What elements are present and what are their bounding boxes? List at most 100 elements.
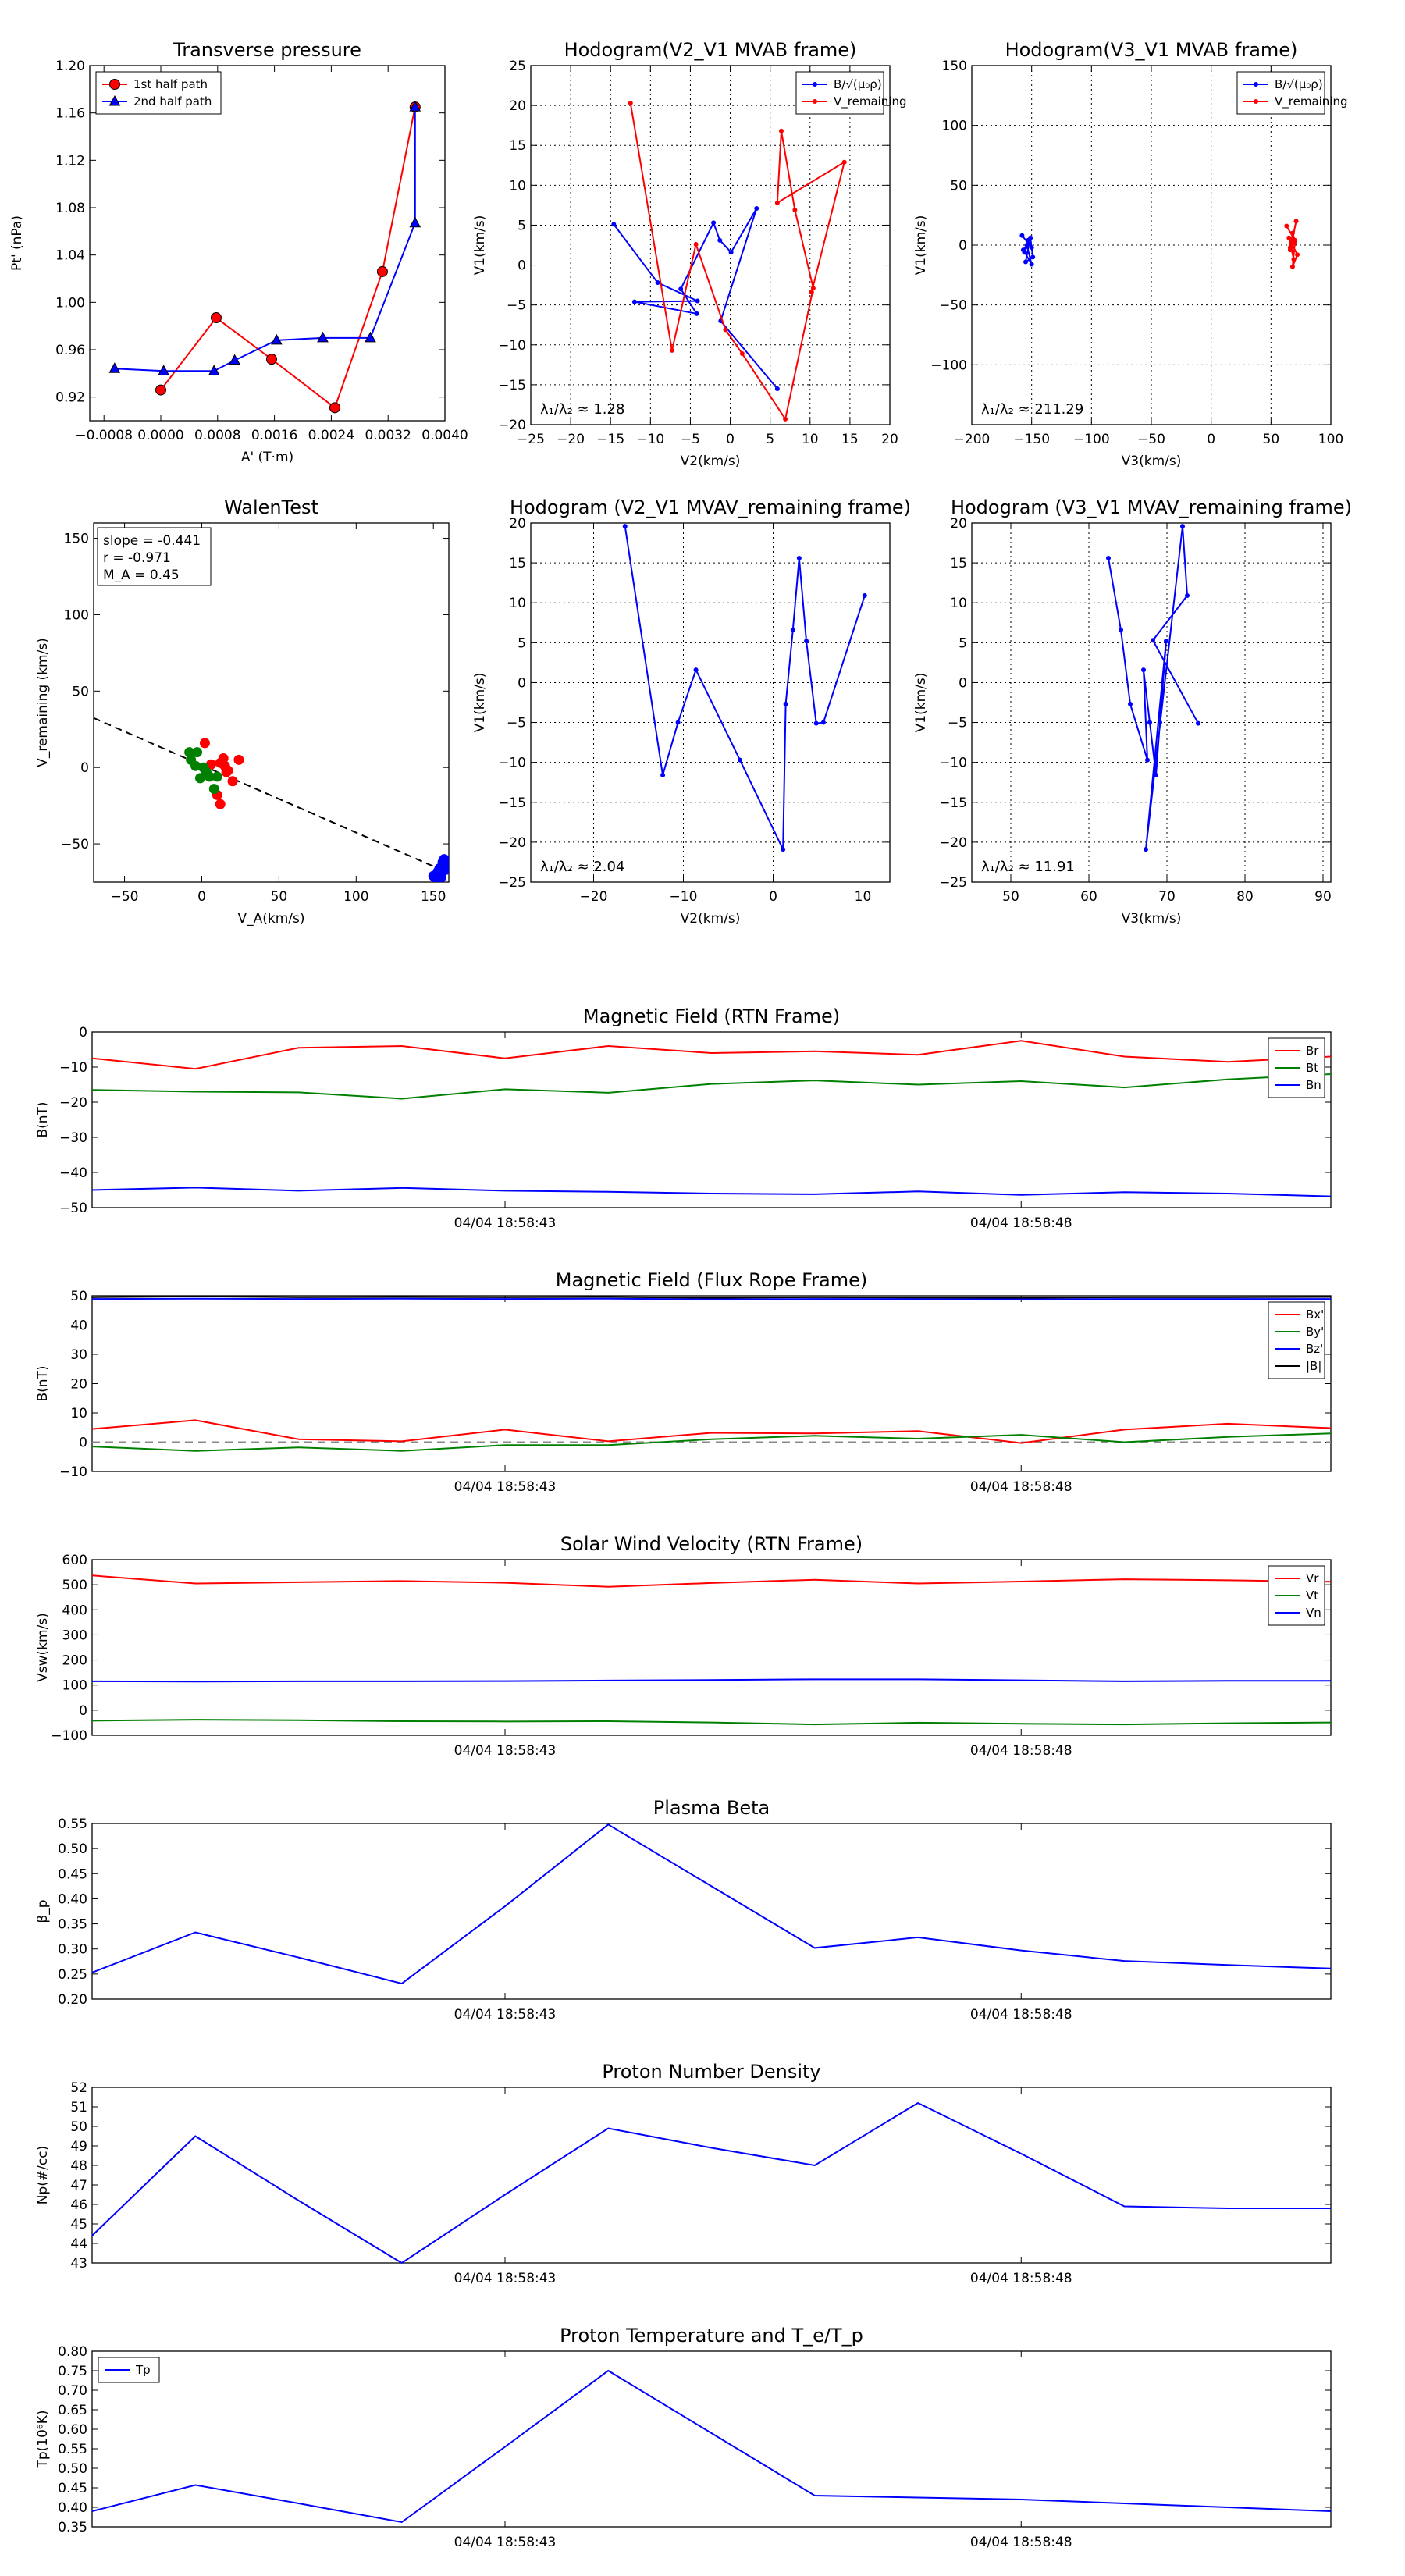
annotation-text: r = -0.971 (103, 550, 171, 566)
chart-title: Hodogram (V3_V1 MVAV_remaining frame) (951, 496, 1352, 518)
x-axis-label: V2(km/s) (681, 911, 741, 927)
x-tick-label: 15 (841, 432, 859, 447)
y-tick-label: 0 (959, 238, 967, 254)
y-tick-label: 0.65 (58, 2403, 87, 2418)
data-point (717, 237, 723, 243)
legend-box (795, 71, 884, 115)
x-tick-label: 5 (766, 432, 774, 447)
y-tick-label: 300 (62, 1628, 87, 1643)
chart-np: 43 44 45 46 47 48 49 50 51 52 04/04 18:58:43 04/04 … (35, 2061, 1332, 2286)
data-point (739, 351, 745, 357)
data-point (813, 720, 819, 726)
data-point (1026, 239, 1032, 244)
y-tick-label: 0.35 (58, 2520, 87, 2535)
legend-label: B/√(μ₀ρ) (1275, 77, 1323, 91)
data-point (723, 327, 728, 333)
data-point (655, 280, 660, 286)
data-point (622, 524, 628, 529)
y-tick-label: 0 (518, 675, 526, 691)
y-axis-label: Np(#/cc) (35, 2146, 51, 2204)
data-point (862, 593, 867, 599)
x-tick-label: −10 (636, 432, 664, 447)
data-point (611, 222, 617, 227)
data-point (208, 784, 219, 795)
y-tick-label: 52 (70, 2080, 87, 2096)
x-tick-label: 50 (1002, 889, 1019, 905)
legend-label: |B| (1306, 1359, 1321, 1373)
y-tick-label: −100 (51, 1728, 87, 1744)
chart-bfield: −50 −40 −30 −20 −10 0 04/04 18:58:43 04/04 18:5… (35, 1005, 1332, 1231)
y-axis-label: V1(km/s) (472, 673, 488, 733)
data-point (365, 331, 376, 343)
y-tick-label: −10 (498, 338, 526, 354)
data-point (270, 333, 283, 345)
plot-frame (530, 522, 891, 883)
x-tick-label: 04/04 18:58:43 (454, 2271, 557, 2286)
legend-box (95, 71, 222, 115)
data-point (1180, 524, 1185, 529)
data-point (728, 250, 734, 255)
data-point (1289, 230, 1295, 236)
y-tick-label: −25 (498, 875, 526, 891)
x-tick-label: −20 (557, 432, 585, 447)
y-tick-label: −5 (507, 716, 526, 731)
data-point (184, 747, 195, 758)
y-tick-label: −30 (59, 1130, 87, 1146)
plot-frame (91, 1295, 1332, 1472)
data-point (108, 94, 121, 106)
series-line-by (91, 1432, 1332, 1452)
data-point (774, 200, 780, 205)
data-point (754, 205, 759, 211)
chart-h3: −25 −20 −15 −10 −5 0 5 10 15 20 −20 −10 0 10 Hodogram … (472, 496, 911, 927)
x-tick-label: −100 (1073, 432, 1110, 447)
data-point (1287, 245, 1293, 251)
y-tick-label: 0.20 (58, 1992, 87, 2008)
x-axis-label: V3(km/s) (1122, 911, 1182, 927)
x-tick-label: −50 (1137, 432, 1165, 447)
data-point (158, 365, 169, 375)
data-point (409, 216, 422, 228)
legend-label: Bt (1306, 1061, 1318, 1075)
x-axis-label: V3(km/s) (1122, 454, 1182, 469)
y-tick-label: −10 (59, 1464, 87, 1480)
data-point (669, 347, 674, 353)
y-tick-label: −10 (498, 756, 526, 771)
y-tick-label: 15 (509, 556, 526, 571)
data-point (1154, 773, 1158, 778)
y-tick-label: 0.55 (58, 1816, 87, 1832)
y-tick-label: 200 (62, 1653, 87, 1669)
y-axis-label: Pt' (nPa) (9, 215, 25, 271)
x-tick-label: 50 (1263, 432, 1280, 447)
x-tick-label: 0.0040 (422, 428, 468, 443)
legend-label: Br (1306, 1044, 1319, 1058)
x-tick-label: 150 (421, 889, 446, 905)
data-point (737, 757, 742, 763)
x-tick-label: −150 (1013, 432, 1050, 447)
y-tick-label: 0.96 (55, 343, 85, 358)
chart-beta: 0.20 0.25 0.30 0.35 0.40 0.45 0.50 0.55 04/04 18… (35, 1797, 1332, 2023)
plot-frame (530, 65, 891, 425)
y-tick-label: 100 (64, 607, 89, 623)
y-tick-label: 0.92 (55, 390, 85, 406)
data-point (783, 702, 788, 707)
y-tick-label: 600 (62, 1553, 87, 1568)
series-line (114, 107, 416, 372)
x-tick-label: −20 (580, 889, 608, 905)
x-tick-label: 10 (855, 889, 872, 905)
y-tick-label: 0.55 (58, 2442, 87, 2457)
data-point (675, 720, 681, 725)
y-tick-label: 50 (70, 2119, 87, 2135)
chart-title: WalenTest (224, 496, 318, 518)
data-point (790, 627, 795, 632)
y-tick-label: 0.25 (58, 1967, 87, 1983)
legend-label: Vn (1306, 1606, 1321, 1620)
y-tick-label: −20 (59, 1095, 87, 1111)
y-axis-label: V1(km/s) (472, 215, 488, 276)
x-tick-label: 100 (343, 889, 368, 905)
y-tick-label: −50 (939, 298, 967, 314)
x-axis-label: V_A(km/s) (237, 911, 304, 927)
chart-title: Plasma Beta (653, 1797, 770, 1819)
y-tick-label: 20 (950, 516, 967, 532)
y-axis-label: B(nT) (35, 1101, 51, 1137)
